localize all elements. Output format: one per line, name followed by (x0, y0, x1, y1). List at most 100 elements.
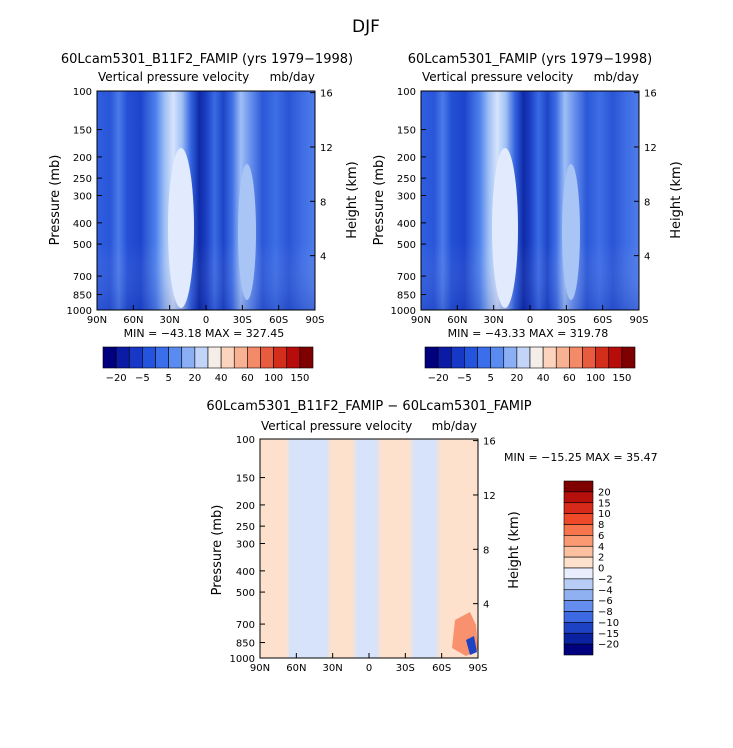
colorbar-label: 40 (537, 373, 550, 384)
latitude-tick-label: 30S (396, 663, 415, 674)
panel-diff-stats: MIN = −15.25 MAX = 35.47 (504, 451, 658, 464)
colorbar-swatch (563, 545, 594, 558)
pressure-tick-label: 700 (397, 272, 416, 283)
pressure-tick-label: 1000 (391, 306, 416, 317)
colorbar-swatch (563, 502, 594, 514)
colorbar-label: −2 (598, 574, 613, 585)
panel-right-colorbar: −20 −5 5 20 40 60 100 150 (424, 346, 636, 384)
colorbar-swatch (563, 643, 594, 656)
pressure-tick-label: 300 (73, 191, 92, 202)
height-tick-label: 8 (320, 197, 326, 208)
pressure-tick-label: 300 (397, 191, 416, 202)
panel-right-shading (421, 91, 639, 310)
colorbar-label: 20 (598, 487, 611, 498)
pressure-tick-label: 200 (73, 153, 92, 164)
panel-left-shading (97, 91, 315, 310)
colorbar-swatch (450, 346, 465, 369)
colorbar-swatch (563, 535, 594, 547)
colorbar-swatch (168, 346, 183, 369)
panel-right: 60Lcam5301_FAMIP (yrs 1979−1998) Vertica… (372, 52, 684, 384)
latitude-tick-label: 60S (269, 315, 288, 326)
colorbar-swatch (563, 632, 594, 645)
latitude-tick-label: 0 (366, 663, 372, 674)
pressure-tick-label: 1000 (230, 654, 255, 665)
panel-right-ylabel: Pressure (mb) (372, 155, 387, 246)
colorbar-swatch (529, 346, 544, 369)
height-tick-label: 4 (320, 252, 326, 263)
latitude-tick-label: 30N (323, 663, 343, 674)
colorbar-swatch (233, 346, 248, 369)
colorbar-swatch (621, 346, 636, 369)
height-tick-label: 8 (644, 197, 650, 208)
panel-diff-units: mb/day (432, 419, 477, 433)
latitude-tick-label: 30N (484, 315, 504, 326)
latitude-tick-label: 90N (250, 663, 270, 674)
height-tick-label: 16 (483, 437, 496, 448)
latitude-tick-label: 60N (123, 315, 143, 326)
colorbar-label: 150 (612, 373, 631, 384)
pressure-tick-label: 850 (73, 291, 92, 302)
panel-left-units: mb/day (270, 70, 315, 84)
pressure-tick-label: 150 (73, 126, 92, 137)
latitude-tick-label: 90S (629, 315, 648, 326)
pressure-tick-label: 500 (397, 240, 416, 251)
colorbar-swatch (102, 346, 117, 369)
panel-left: 60Lcam5301_B11F2_FAMIP (yrs 1979−1998) V… (48, 52, 360, 384)
colorbar-label: 20 (189, 373, 202, 384)
colorbar-label: 6 (598, 531, 604, 542)
pressure-tick-label: 500 (73, 240, 92, 251)
colorbar-swatch (563, 556, 594, 569)
panel-left-ylabel-right: Height (km) (345, 161, 360, 238)
pressure-tick-label: 400 (397, 219, 416, 230)
height-tick-label: 4 (644, 252, 650, 263)
colorbar-swatch (563, 611, 594, 623)
pressure-tick-label: 100 (236, 435, 255, 446)
pressure-tick-label: 400 (73, 219, 92, 230)
colorbar-label: 60 (563, 373, 576, 384)
colorbar-label: −10 (598, 618, 619, 629)
height-tick-label: 12 (483, 491, 496, 502)
colorbar-label: −4 (598, 585, 613, 596)
panel-left-stats: MIN = −43.18 MAX = 327.45 (124, 327, 285, 340)
pressure-tick-label: 500 (236, 588, 255, 599)
colorbar-swatch (563, 567, 594, 580)
colorbar-swatch (115, 346, 130, 369)
colorbar-swatch (142, 346, 156, 369)
colorbar-swatch (542, 346, 557, 369)
colorbar-swatch (563, 600, 594, 612)
colorbar-swatch (563, 578, 594, 591)
colorbar-swatch (490, 346, 505, 369)
colorbar-label: 150 (290, 373, 309, 384)
panel-diff-ylabel-right: Height (km) (507, 511, 522, 588)
panel-diff-axes: 100 150 200 250 300 400 500 700 850 1000 4 8 12 16 90N… (230, 435, 496, 674)
pressure-tick-label: 700 (73, 272, 92, 283)
latitude-tick-label: 90S (305, 315, 324, 326)
colorbar-swatch (181, 346, 196, 369)
colorbar-label: −20 (106, 373, 127, 384)
colorbar-swatch (516, 346, 531, 369)
colorbar-swatch (582, 346, 596, 369)
colorbar-label: −5 (457, 373, 472, 384)
latitude-tick-label: 30S (557, 315, 576, 326)
latitude-tick-label: 30S (233, 315, 252, 326)
height-tick-label: 8 (483, 545, 489, 556)
panel-left-ascent-cell-2 (238, 164, 256, 300)
panel-right-subtitle: Vertical pressure velocity (422, 70, 573, 84)
colorbar-swatch (563, 589, 594, 601)
latitude-tick-label: 30N (160, 315, 180, 326)
colorbar-label: −8 (598, 607, 613, 618)
colorbar-swatch (595, 346, 610, 369)
panel-left-ylabel: Pressure (mb) (48, 155, 63, 246)
panel-diff-anomaly-patch-2 (466, 636, 477, 655)
colorbar-swatch (424, 346, 439, 369)
colorbar-swatch (563, 524, 594, 536)
colorbar-swatch (555, 346, 570, 369)
pressure-tick-label: 200 (397, 153, 416, 164)
panel-diff-subtitle: Vertical pressure velocity (261, 419, 412, 433)
panel-diff-field (260, 439, 478, 658)
latitude-tick-label: 90N (411, 315, 431, 326)
colorbar-label: 40 (215, 373, 228, 384)
panel-diff: 60Lcam5301_B11F2_FAMIP − 60Lcam5301_FAMI… (206, 399, 657, 674)
